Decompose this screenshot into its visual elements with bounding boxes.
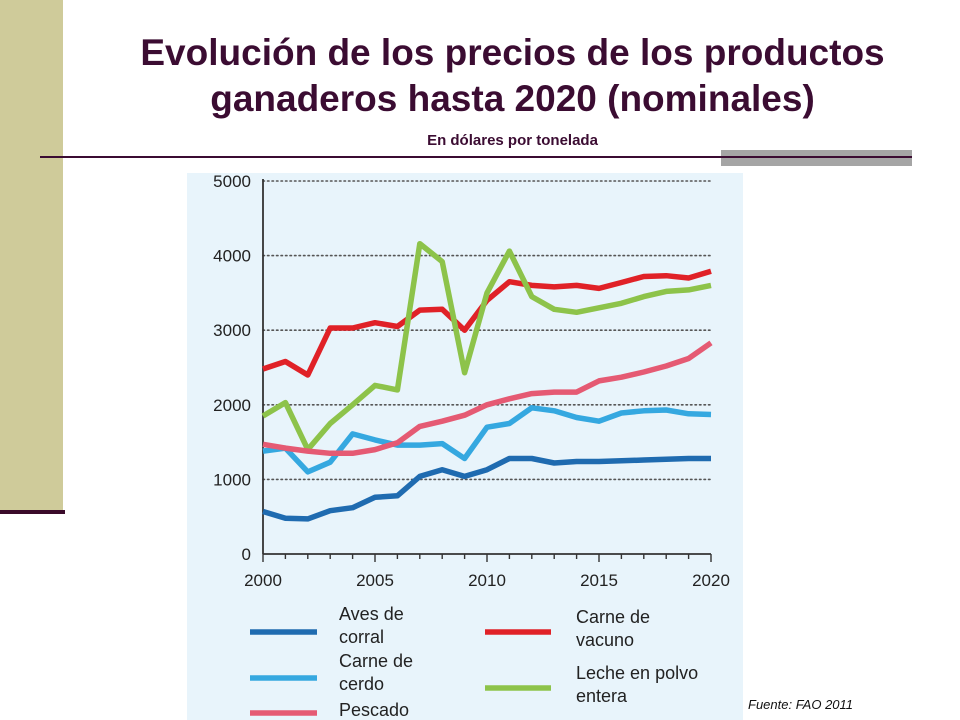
y-tick-label: 4000 xyxy=(213,247,251,266)
title-rule xyxy=(40,156,912,158)
line-chart: 0 1000 2000 3000 4000 5000 2000 2005 2010 2015 202… xyxy=(213,173,730,720)
legend-label-0: corral xyxy=(339,627,384,647)
source-note: Fuente: FAO 2011 xyxy=(748,697,854,712)
chart-panel: 0 1000 2000 3000 4000 5000 2000 2005 2010 2015 202… xyxy=(187,173,743,720)
x-tick-label: 2000 xyxy=(244,571,282,590)
side-decoration-bar xyxy=(0,0,63,510)
y-tick-label: 0 xyxy=(242,545,251,564)
series-line-4 xyxy=(262,340,713,457)
legend-label-0: Aves de xyxy=(339,604,404,624)
side-decoration-base xyxy=(0,510,65,514)
slide-title: Evolución de los precios de los producto… xyxy=(140,32,885,119)
legend-label-3: entera xyxy=(576,686,628,706)
legend-label-2: Carne de xyxy=(339,651,413,671)
x-tick-label: 2020 xyxy=(692,571,730,590)
slide-subtitle: En dólares por tonelada xyxy=(427,132,598,149)
y-tick-label: 5000 xyxy=(213,173,251,191)
legend-label-1: vacuno xyxy=(576,630,634,650)
title-rule-accent xyxy=(721,150,912,166)
series-line-1 xyxy=(262,268,712,378)
y-tick-label: 3000 xyxy=(213,321,251,340)
x-tick-label: 2005 xyxy=(356,571,394,590)
series-line-0 xyxy=(262,455,711,522)
legend-label-2: cerdo xyxy=(339,674,384,694)
series-line-3 xyxy=(261,240,712,453)
title-rule-accent-line xyxy=(721,156,912,158)
legend-label-3: Leche en polvo xyxy=(576,663,698,683)
x-tick-label: 2015 xyxy=(580,571,618,590)
y-tick-label: 2000 xyxy=(213,396,251,415)
legend-label-4: Pescado xyxy=(339,700,409,720)
x-tick-label: 2010 xyxy=(468,571,506,590)
legend-label-1: Carne de xyxy=(576,607,650,627)
y-tick-label: 1000 xyxy=(213,470,251,489)
